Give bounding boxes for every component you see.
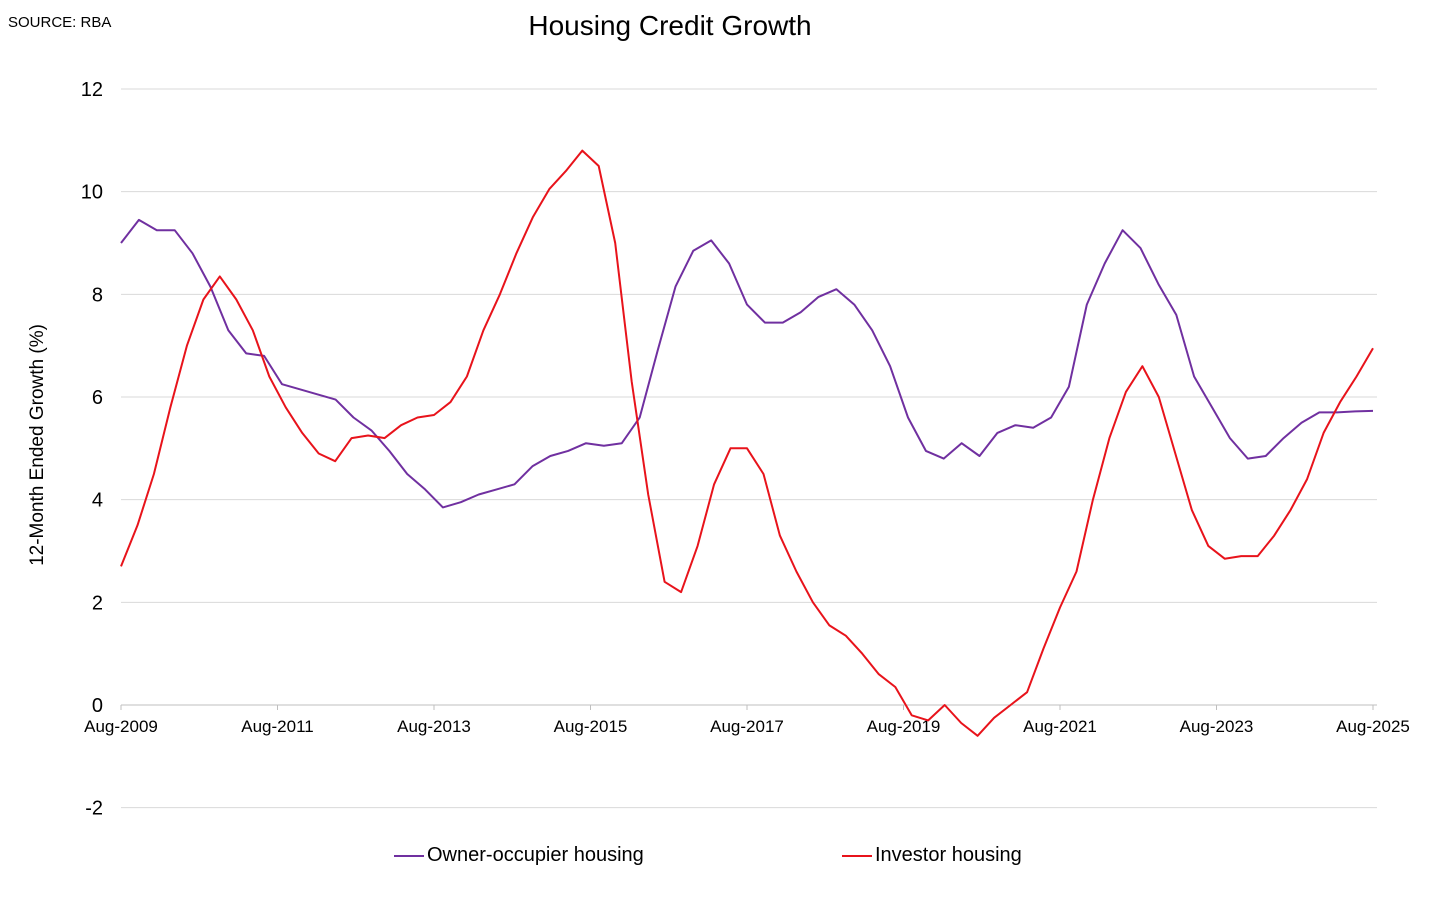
legend-item-owner-occupier: Owner-occupier housing	[394, 844, 644, 867]
source-label: SOURCE: RBA	[8, 14, 112, 31]
y-tick-label: 8	[92, 284, 103, 306]
x-tick-label: Aug-2023	[1180, 717, 1254, 736]
x-tick-label: Aug-2019	[867, 717, 941, 736]
legend-label-investor: Investor housing	[875, 844, 1022, 866]
y-tick-label: 2	[92, 592, 103, 614]
x-tick-label: Aug-2017	[710, 717, 784, 736]
legend-item-investor: Investor housing	[842, 844, 1022, 867]
y-tick-label: 12	[81, 79, 103, 101]
y-tick-label: 4	[92, 490, 103, 512]
gridlines	[121, 88, 1377, 809]
x-tick-label: Aug-2025	[1336, 717, 1410, 736]
y-tick-label: 10	[81, 182, 103, 204]
y-tick-label: 0	[92, 695, 103, 717]
x-tick-label: Aug-2013	[397, 717, 471, 736]
chart-title: Housing Credit Growth	[528, 10, 812, 41]
x-tick-label: Aug-2009	[84, 717, 158, 736]
x-tick-label: Aug-2015	[554, 717, 628, 736]
x-tick-label: Aug-2021	[1023, 717, 1097, 736]
legend-label-owner-occupier: Owner-occupier housing	[427, 844, 644, 866]
x-tick-label: Aug-2011	[241, 717, 313, 736]
y-axis-ticks: -2 0 2 4 6 8 10 12	[81, 79, 103, 820]
legend-swatch-investor	[842, 854, 872, 857]
series-investor-line	[120, 149, 1374, 737]
series-lines	[120, 149, 1374, 737]
y-tick-label: 6	[92, 387, 103, 409]
x-axis: Aug-2009 Aug-2011 Aug-2013 Aug-2015 Aug-2017…	[84, 705, 1410, 736]
legend-swatch-owner-occupier	[394, 854, 424, 857]
y-axis-label: 12-Month Ended Growth (%)	[27, 324, 48, 566]
y-tick-label: -2	[85, 798, 103, 820]
series-owner-occupier-line	[120, 218, 1374, 509]
legend: Owner-occupier housing Investor housing	[0, 844, 1441, 868]
